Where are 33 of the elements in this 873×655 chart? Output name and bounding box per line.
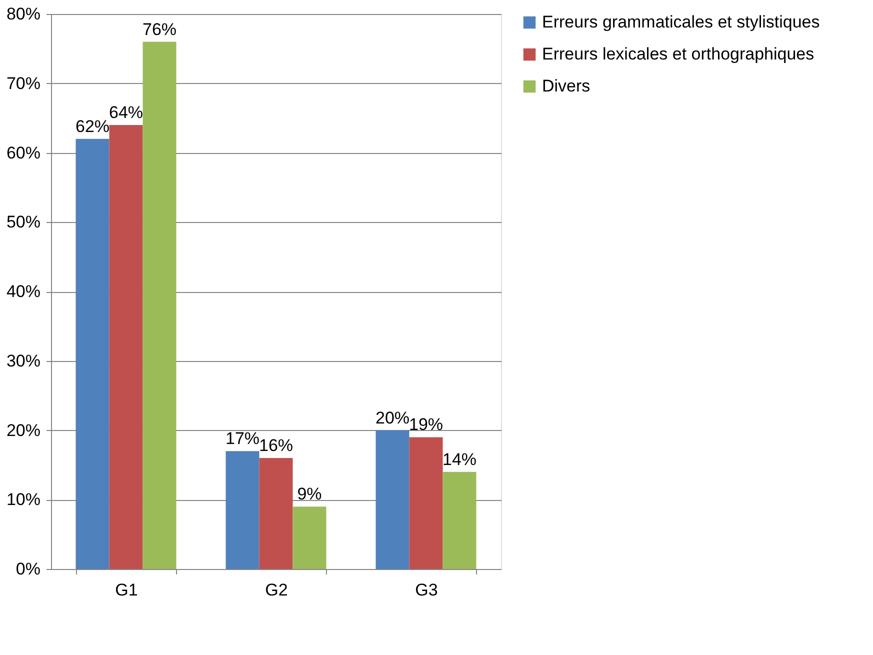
bar [226, 451, 260, 569]
data-label: 17% [225, 429, 260, 448]
y-tick-label: 30% [6, 351, 40, 370]
x-tick-label: G3 [415, 580, 438, 600]
data-label: 19% [408, 415, 444, 434]
bar [259, 458, 293, 569]
y-tick-label: 60% [6, 143, 40, 162]
data-label: 9% [297, 484, 322, 504]
data-label: 64% [108, 103, 144, 122]
data-label: 16% [258, 436, 294, 455]
data-label: 62% [75, 116, 110, 136]
bar [376, 430, 410, 569]
bar [109, 125, 143, 569]
y-tick-label: 20% [6, 420, 40, 440]
bar [409, 437, 443, 569]
x-tick-label: G2 [265, 580, 288, 600]
y-tick-label: 80% [6, 4, 40, 24]
y-tick-label: 40% [6, 282, 40, 301]
data-label: 14% [442, 450, 477, 469]
y-tick-label: 70% [6, 74, 40, 93]
bar [142, 42, 176, 569]
bar [292, 506, 326, 569]
y-tick-label: 0% [16, 560, 40, 578]
data-label: 76% [142, 20, 177, 39]
bar [76, 138, 110, 569]
data-label: 20% [375, 408, 410, 428]
legend-label: Divers [542, 76, 590, 96]
legend-label: Erreurs grammaticales et stylistiques [542, 12, 820, 32]
y-tick-label: 50% [6, 212, 40, 232]
bar [442, 472, 476, 569]
legend-label: Erreurs lexicales et orthographiques [542, 44, 814, 64]
y-tick-label: 10% [6, 490, 40, 510]
x-tick-label: G1 [115, 580, 138, 600]
